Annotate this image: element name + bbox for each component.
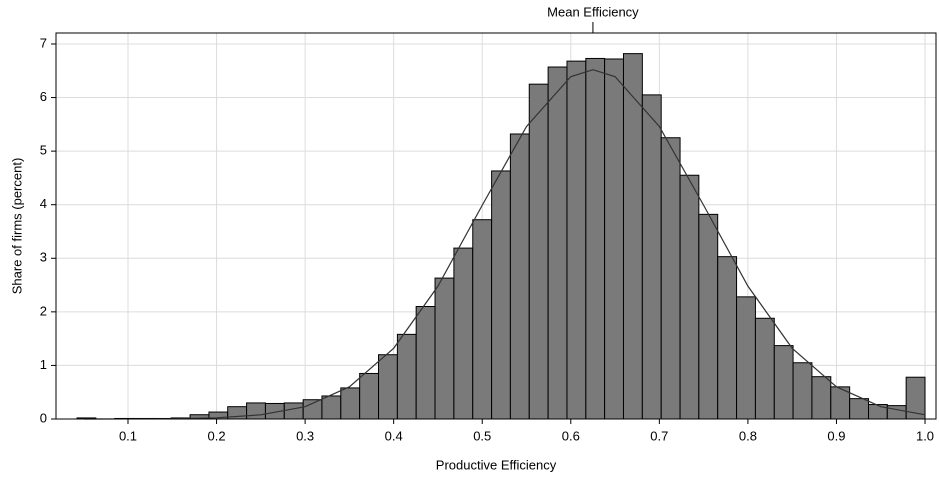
x-tick-label: 0.7 (650, 428, 668, 443)
y-tick-label: 6 (40, 89, 47, 104)
bar (283, 402, 304, 420)
x-axis-title: Productive Efficiency (436, 457, 557, 472)
bar (604, 58, 624, 420)
bar (453, 247, 474, 420)
bar (717, 256, 738, 420)
density-curve (83, 69, 926, 420)
bar (886, 405, 907, 420)
y-tick-label: 0 (40, 410, 47, 425)
plot-frame (55, 32, 937, 420)
bar (359, 372, 380, 420)
annotation: Mean Efficiency (547, 4, 639, 19)
y-tick-label: 4 (40, 196, 47, 211)
y-tick-label: 2 (40, 303, 47, 318)
x-tick-label: 0.1 (119, 428, 137, 443)
y-tick-label: 1 (40, 357, 47, 372)
bar (811, 376, 832, 420)
x-tick-label: 0.4 (385, 428, 403, 443)
bar (528, 83, 549, 420)
bar (641, 94, 662, 420)
bar (340, 387, 361, 420)
bar (679, 174, 700, 420)
bar (472, 219, 493, 420)
bar (246, 402, 266, 420)
y-tick-label: 3 (40, 250, 47, 265)
x-tick-label: 0.8 (739, 428, 757, 443)
bar (736, 296, 756, 420)
bar (622, 53, 643, 420)
x-tick-label: 0.2 (208, 428, 226, 443)
bar (698, 213, 719, 420)
bar (792, 362, 813, 420)
bar (773, 345, 794, 420)
bar (415, 305, 436, 420)
y-axis-title: Share of firms (percent) (9, 158, 24, 295)
bar (585, 57, 606, 420)
bar (396, 333, 417, 420)
bar (754, 317, 775, 420)
x-tick-label: 0.5 (473, 428, 491, 443)
x-tick-label: 0.6 (562, 428, 580, 443)
x-tick-label: 0.9 (827, 428, 845, 443)
bar (491, 170, 511, 420)
bar (321, 395, 342, 420)
x-tick-label: 0.3 (296, 428, 314, 443)
bar (378, 354, 398, 420)
bar (849, 398, 870, 420)
bar (302, 399, 323, 420)
bar (434, 277, 455, 420)
bar (868, 404, 888, 420)
bar (566, 60, 587, 420)
bar (509, 133, 530, 420)
x-tick-label: 1.0 (916, 428, 934, 443)
y-tick-label: 5 (40, 143, 47, 158)
y-tick-label: 7 (40, 35, 47, 50)
bar (547, 66, 568, 420)
bar (660, 137, 681, 420)
